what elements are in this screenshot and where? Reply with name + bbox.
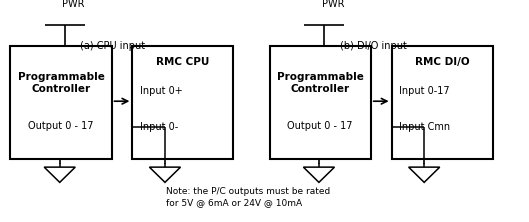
Text: RMC CPU: RMC CPU: [156, 57, 209, 67]
Text: Input 0-17: Input 0-17: [399, 86, 450, 96]
Text: Input Cmn: Input Cmn: [399, 122, 450, 132]
Text: Input 0+: Input 0+: [140, 86, 183, 96]
Bar: [11, 46, 112, 159]
Text: RMC DI/O: RMC DI/O: [415, 57, 469, 67]
Text: (b) DI/O input: (b) DI/O input: [340, 41, 407, 51]
Bar: [132, 46, 233, 159]
Text: Input 0-: Input 0-: [140, 122, 178, 132]
Bar: [270, 46, 371, 159]
Text: (a) CPU input: (a) CPU input: [80, 41, 145, 51]
Text: Note: the P/C outputs must be rated
for 5V @ 6mA or 24V @ 10mA: Note: the P/C outputs must be rated for …: [166, 186, 330, 207]
Bar: [391, 46, 492, 159]
Text: PWR: PWR: [322, 0, 344, 9]
Text: Programmable
Controller: Programmable Controller: [17, 71, 104, 94]
Text: Output 0 - 17: Output 0 - 17: [28, 121, 94, 131]
Text: Output 0 - 17: Output 0 - 17: [287, 121, 353, 131]
Text: PWR: PWR: [62, 0, 85, 9]
Text: Programmable
Controller: Programmable Controller: [277, 71, 363, 94]
